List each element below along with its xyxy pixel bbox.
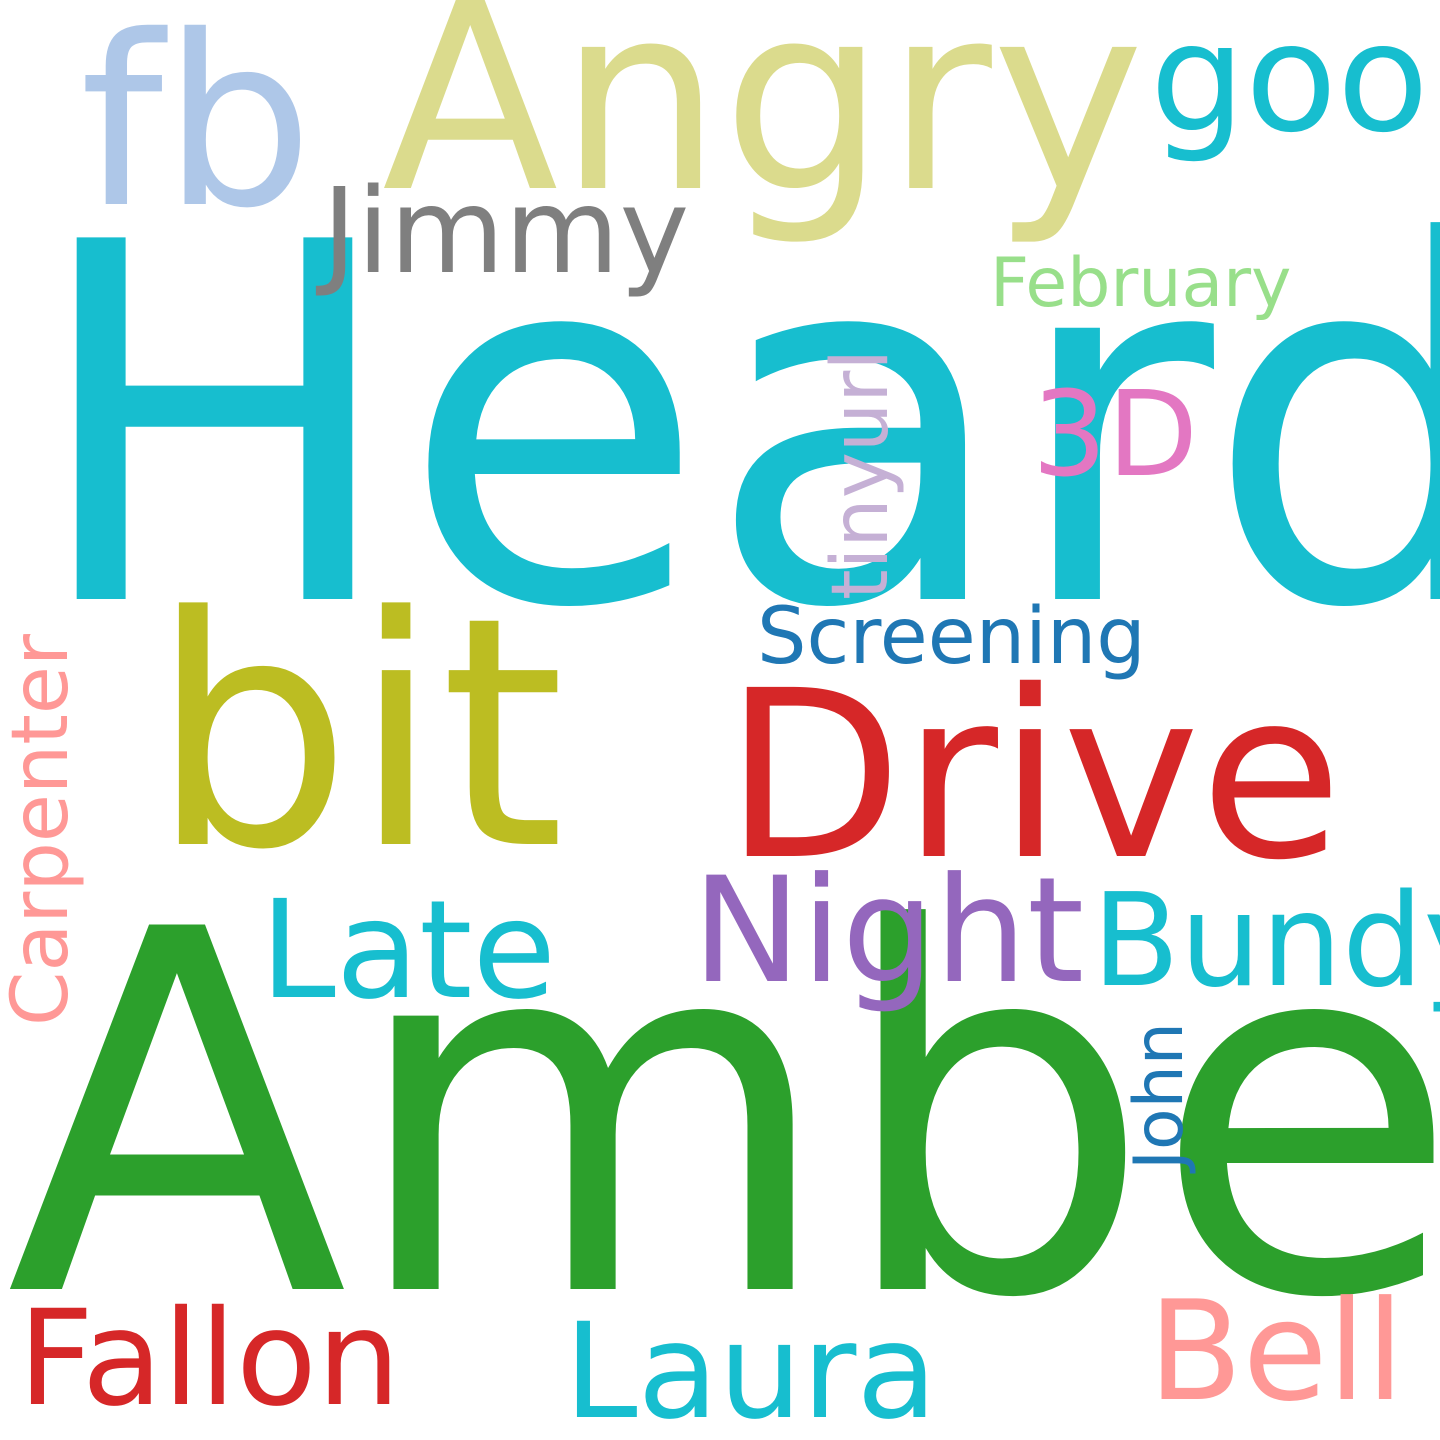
word-3d: 3D xyxy=(1032,365,1198,503)
word-late: Late xyxy=(260,872,557,1030)
word-tinyurl: tinyurl xyxy=(816,348,906,600)
word-goo: goo xyxy=(1150,0,1429,166)
word-bell: Bell xyxy=(1148,1271,1405,1432)
word-heard: Heard xyxy=(28,139,1440,716)
word-february: February xyxy=(990,244,1292,323)
word-drive: Drive xyxy=(724,641,1343,911)
word-bundy: Bundy xyxy=(1092,867,1440,1016)
word-bit: bit xyxy=(150,549,565,919)
word-night: Night xyxy=(692,846,1085,1016)
word-angry: Angry xyxy=(382,0,1145,249)
word-screening: Screening xyxy=(757,592,1146,682)
word-laura: Laura xyxy=(564,1295,938,1440)
word-fallon: Fallon xyxy=(18,1282,401,1436)
word-john: John xyxy=(1120,1022,1199,1170)
word-fb: fb xyxy=(80,0,313,260)
word-carpenter: Carpenter xyxy=(0,634,86,1026)
word-amber: Amber xyxy=(6,825,1440,1407)
word-jimmy: Jimmy xyxy=(322,162,690,300)
